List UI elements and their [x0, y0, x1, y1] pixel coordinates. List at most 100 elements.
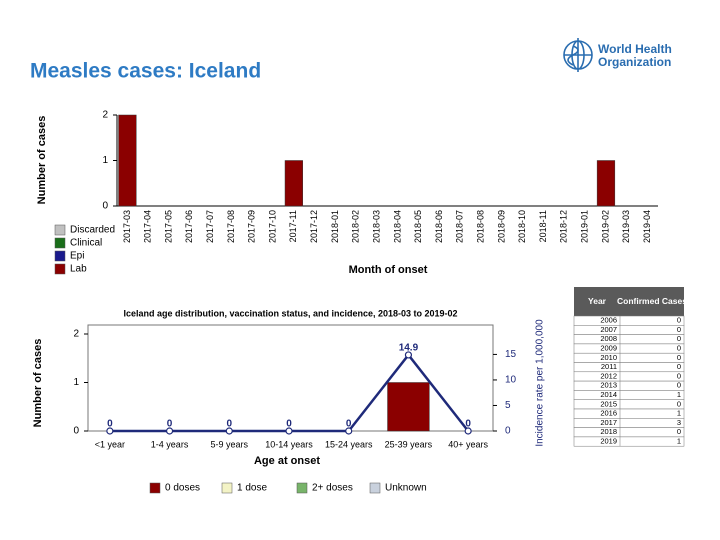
legend-label: Lab — [70, 264, 87, 275]
y-tick-label: 0 — [102, 201, 108, 212]
x-tick-label: 2019-02 — [600, 210, 610, 243]
x-tick-label: 2019-03 — [621, 210, 631, 243]
x-tick-label: 2018-09 — [496, 210, 506, 243]
x-tick-label: 2018-12 — [559, 210, 569, 243]
x-axis-label: Month of onset — [349, 264, 428, 276]
x-tick-label: 2017-07 — [205, 210, 215, 243]
table-row — [573, 343, 685, 354]
logo-text: World Health — [598, 42, 672, 56]
legend-label: Unknown — [385, 483, 427, 494]
table-row — [573, 380, 685, 391]
x-tick-label: 2019-01 — [580, 210, 590, 243]
line-marker — [464, 427, 472, 435]
legend-swatch — [54, 224, 66, 236]
table-cell: 2008 — [600, 334, 617, 343]
table-cell: 2014 — [600, 390, 617, 399]
table-cell: 0 — [677, 316, 681, 325]
table-cell: 0 — [677, 353, 681, 362]
x-tick-label: 2019-04 — [642, 210, 652, 243]
x-tick-label: 10-14 years — [265, 439, 313, 449]
bar — [284, 160, 303, 207]
x-tick-label: 15-24 years — [325, 439, 373, 449]
y2-tick-label: 0 — [505, 426, 511, 437]
legend-swatch — [296, 482, 308, 494]
line-marker — [285, 427, 293, 435]
table-cell: 2017 — [600, 418, 617, 427]
page-title: Measles cases: Iceland — [30, 60, 261, 83]
legend-swatch — [221, 482, 233, 494]
table-cell: 2007 — [600, 325, 617, 334]
x-tick-label: 2017-09 — [247, 210, 257, 243]
table-row — [573, 352, 685, 363]
value-label: 0 — [465, 419, 471, 430]
chart-title: Iceland age distribution, vaccination st… — [123, 308, 457, 318]
table-cell: 0 — [677, 334, 681, 343]
y2-tick-label: 10 — [505, 375, 517, 386]
bar — [596, 160, 616, 207]
legend-swatch — [54, 237, 66, 249]
y2-axis-label: Incidence rate per 1,000,000 — [535, 319, 546, 447]
table-row — [573, 436, 685, 447]
x-tick-label: 2017-06 — [184, 210, 194, 243]
value-label: 0 — [346, 419, 352, 430]
x-tick-label: 2017-10 — [267, 210, 277, 243]
y-tick-label: 2 — [102, 110, 108, 121]
table-cell: 2019 — [600, 437, 617, 446]
table-row — [573, 427, 685, 438]
table-cell: 1 — [677, 437, 681, 446]
x-tick-label: 2017-11 — [288, 210, 298, 242]
table-cell: 2016 — [600, 409, 617, 418]
y2-tick-label: 15 — [505, 349, 517, 360]
table-row — [573, 325, 685, 335]
table-cell: 0 — [677, 362, 681, 371]
table-cell: 2012 — [600, 371, 617, 380]
x-tick-label: 2017-08 — [226, 210, 236, 243]
table-cell: 2006 — [600, 316, 617, 325]
legend-swatch — [54, 250, 66, 262]
line-marker — [165, 427, 174, 435]
table-cell: 1 — [677, 390, 681, 399]
table-cell: 0 — [677, 344, 681, 353]
table-cell: 0 — [677, 371, 681, 380]
table-row — [573, 362, 685, 373]
table-cell: 2015 — [600, 399, 617, 408]
table-header-cell: Confirmed Cases — [617, 296, 687, 306]
table-row — [573, 334, 685, 345]
legend-label: Discarded — [70, 225, 115, 236]
line-marker — [404, 351, 413, 359]
x-tick-label: 2018-06 — [434, 210, 444, 243]
table-cell: 1 — [677, 409, 681, 418]
legend-label: 2+ doses — [312, 483, 353, 494]
x-tick-label: 2018-01 — [330, 210, 340, 243]
table-row — [573, 408, 685, 419]
bar — [387, 382, 430, 432]
x-tick-label: 5-9 years — [211, 439, 249, 449]
y-tick-label: 2 — [73, 329, 79, 340]
x-tick-label: 2018-04 — [392, 210, 402, 243]
x-tick-label: 40+ years — [448, 439, 488, 449]
x-tick-label: 2018-03 — [371, 210, 381, 243]
table-cell: 2013 — [600, 381, 617, 390]
x-tick-label: 2017-05 — [163, 210, 173, 243]
x-tick-label: <1 year — [95, 439, 125, 449]
table-header-cell: Year — [588, 296, 607, 306]
table-cell: 0 — [677, 427, 681, 436]
table-cell: 0 — [677, 381, 681, 390]
x-tick-label: 2017-12 — [309, 210, 319, 243]
table-cell: 0 — [677, 399, 681, 408]
x-tick-label: 2018-05 — [413, 210, 423, 243]
x-tick-label: 2017-03 — [122, 210, 132, 243]
table-cell: 3 — [677, 418, 681, 427]
legend-swatch — [369, 482, 381, 494]
x-tick-label: 2018-02 — [351, 210, 361, 243]
line-marker — [225, 427, 233, 435]
legend-label: 0 doses — [165, 483, 200, 494]
table-cell: 0 — [677, 325, 681, 334]
legend-label: Epi — [70, 251, 84, 262]
table-row — [573, 418, 685, 428]
x-tick-label: 2018-07 — [455, 210, 465, 243]
who-emblem — [563, 38, 593, 72]
table-cell: 2011 — [601, 362, 617, 371]
table-header-bg — [574, 287, 684, 316]
